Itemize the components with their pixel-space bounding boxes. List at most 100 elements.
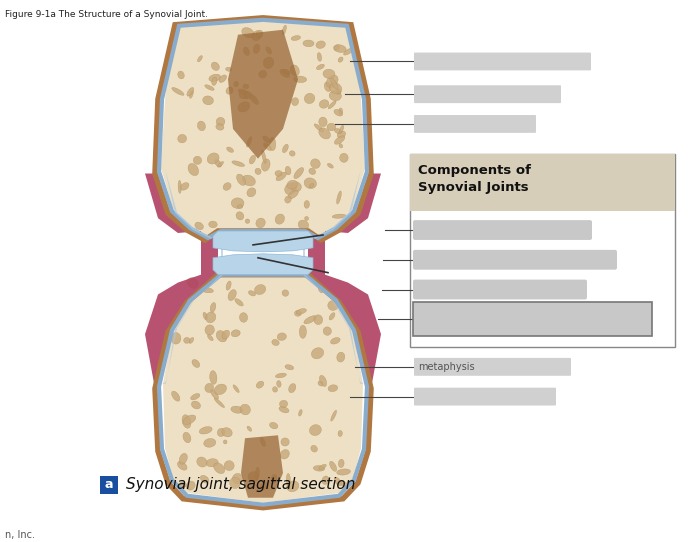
Ellipse shape	[256, 381, 264, 388]
Ellipse shape	[211, 62, 219, 70]
Ellipse shape	[275, 373, 286, 378]
Ellipse shape	[309, 184, 314, 188]
FancyBboxPatch shape	[413, 250, 617, 270]
Ellipse shape	[210, 371, 217, 384]
Ellipse shape	[340, 125, 344, 133]
Ellipse shape	[328, 300, 338, 311]
PathPatch shape	[145, 173, 218, 389]
Ellipse shape	[262, 159, 270, 171]
Ellipse shape	[188, 164, 199, 176]
Ellipse shape	[290, 182, 301, 192]
Ellipse shape	[270, 422, 278, 429]
Ellipse shape	[234, 81, 239, 87]
Ellipse shape	[276, 172, 286, 180]
Ellipse shape	[195, 222, 204, 230]
Ellipse shape	[204, 438, 216, 447]
PathPatch shape	[163, 273, 363, 502]
Ellipse shape	[236, 212, 244, 220]
Ellipse shape	[326, 75, 338, 87]
Ellipse shape	[212, 77, 217, 86]
Ellipse shape	[214, 384, 227, 395]
Ellipse shape	[219, 75, 227, 82]
Ellipse shape	[335, 128, 342, 133]
Ellipse shape	[272, 387, 277, 392]
Ellipse shape	[336, 89, 341, 95]
FancyBboxPatch shape	[414, 53, 591, 70]
Ellipse shape	[206, 459, 218, 467]
Ellipse shape	[180, 482, 186, 487]
Ellipse shape	[295, 311, 302, 317]
Ellipse shape	[177, 461, 187, 470]
Ellipse shape	[283, 69, 290, 74]
PathPatch shape	[303, 99, 368, 384]
Ellipse shape	[337, 131, 346, 138]
Ellipse shape	[205, 85, 214, 91]
Ellipse shape	[339, 108, 342, 114]
Ellipse shape	[323, 327, 331, 335]
Ellipse shape	[218, 162, 223, 167]
Ellipse shape	[187, 87, 194, 96]
Ellipse shape	[319, 100, 329, 108]
Ellipse shape	[201, 287, 214, 293]
Text: metaphysis: metaphysis	[418, 362, 475, 372]
Ellipse shape	[277, 333, 286, 340]
Ellipse shape	[263, 136, 270, 143]
FancyBboxPatch shape	[414, 115, 536, 133]
Ellipse shape	[304, 178, 316, 189]
Ellipse shape	[270, 137, 276, 151]
Ellipse shape	[260, 437, 265, 447]
Ellipse shape	[231, 406, 243, 413]
Ellipse shape	[312, 348, 323, 359]
Ellipse shape	[289, 151, 295, 156]
Ellipse shape	[338, 430, 342, 436]
Ellipse shape	[249, 156, 256, 164]
FancyBboxPatch shape	[413, 220, 592, 240]
Ellipse shape	[205, 325, 214, 335]
Ellipse shape	[290, 65, 300, 76]
Ellipse shape	[288, 190, 298, 199]
Ellipse shape	[247, 426, 252, 431]
FancyBboxPatch shape	[413, 302, 652, 336]
Ellipse shape	[178, 180, 181, 193]
Ellipse shape	[338, 459, 344, 468]
Ellipse shape	[232, 161, 244, 166]
Ellipse shape	[311, 446, 317, 452]
PathPatch shape	[158, 99, 223, 384]
Ellipse shape	[314, 315, 323, 325]
Ellipse shape	[286, 474, 290, 486]
Ellipse shape	[197, 121, 205, 131]
Ellipse shape	[191, 401, 200, 409]
Ellipse shape	[333, 45, 346, 53]
Ellipse shape	[282, 144, 288, 153]
Ellipse shape	[233, 385, 239, 392]
Ellipse shape	[203, 96, 214, 105]
Ellipse shape	[187, 278, 198, 288]
Ellipse shape	[222, 330, 230, 339]
Ellipse shape	[259, 70, 267, 78]
Ellipse shape	[252, 30, 262, 41]
FancyBboxPatch shape	[414, 358, 571, 376]
Ellipse shape	[314, 466, 325, 471]
Ellipse shape	[179, 453, 188, 464]
Ellipse shape	[178, 71, 184, 79]
Ellipse shape	[231, 330, 240, 337]
Ellipse shape	[275, 214, 284, 224]
Ellipse shape	[245, 219, 250, 223]
Ellipse shape	[316, 41, 326, 48]
Ellipse shape	[322, 476, 329, 485]
Ellipse shape	[309, 425, 321, 436]
Ellipse shape	[294, 76, 307, 82]
Ellipse shape	[209, 74, 220, 81]
Ellipse shape	[285, 365, 294, 370]
Ellipse shape	[318, 464, 326, 470]
Ellipse shape	[276, 380, 281, 388]
PathPatch shape	[161, 20, 365, 236]
Ellipse shape	[197, 56, 202, 62]
Ellipse shape	[285, 183, 296, 195]
Ellipse shape	[206, 312, 216, 322]
Ellipse shape	[300, 325, 307, 338]
Ellipse shape	[318, 128, 330, 139]
Ellipse shape	[296, 308, 307, 314]
Ellipse shape	[199, 427, 212, 434]
Ellipse shape	[189, 338, 194, 344]
